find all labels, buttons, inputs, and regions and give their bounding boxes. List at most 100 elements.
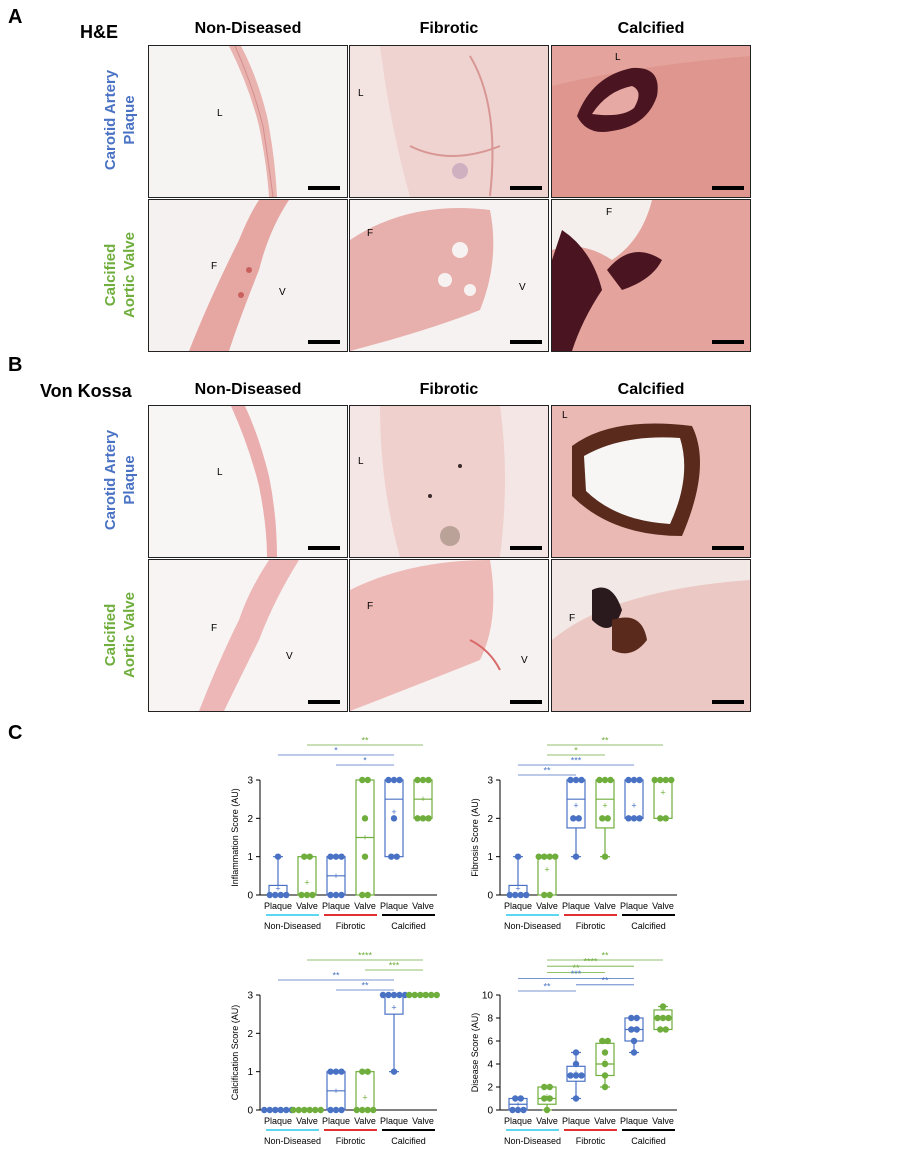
group-label: Fibrotic bbox=[336, 1136, 366, 1146]
mean-marker: + bbox=[420, 794, 425, 804]
x-tick-label: Valve bbox=[296, 901, 318, 911]
data-point bbox=[520, 1106, 527, 1114]
col-header-calcified: Calcified bbox=[617, 20, 685, 37]
data-point bbox=[317, 1106, 324, 1114]
data-point bbox=[283, 1106, 290, 1114]
x-tick-label: Valve bbox=[354, 901, 376, 911]
y-axis-label: Calcification Score (AU) bbox=[230, 1005, 240, 1101]
scale-bar bbox=[712, 546, 744, 550]
y-tick-label: 6 bbox=[487, 1037, 493, 1048]
data-point bbox=[419, 815, 427, 822]
significance-label: ** bbox=[543, 982, 551, 992]
col-header-fibrotic: Fibrotic bbox=[419, 381, 479, 398]
significance-label: ** bbox=[332, 971, 340, 981]
data-point bbox=[572, 853, 580, 860]
data-point bbox=[411, 991, 418, 999]
data-point bbox=[633, 1026, 640, 1033]
data-point bbox=[601, 853, 609, 860]
scale-bar bbox=[308, 546, 340, 550]
data-point bbox=[390, 776, 398, 784]
y-tick-label: 3 bbox=[247, 776, 253, 787]
data-point bbox=[332, 1106, 340, 1114]
y-tick-label: 2 bbox=[487, 814, 493, 825]
data-point bbox=[599, 1037, 606, 1045]
data-point bbox=[359, 1068, 366, 1075]
significance-label: ** bbox=[543, 766, 551, 776]
data-point bbox=[414, 776, 421, 784]
data-point bbox=[601, 1049, 609, 1056]
group-label: Non-Diseased bbox=[504, 921, 561, 931]
data-point bbox=[546, 891, 553, 899]
x-tick-label: Valve bbox=[652, 901, 674, 911]
data-point bbox=[303, 891, 311, 899]
data-point bbox=[364, 776, 371, 784]
data-point bbox=[601, 1060, 609, 1068]
significance-label: *** bbox=[389, 961, 400, 971]
data-point bbox=[535, 853, 542, 860]
scale-bar bbox=[308, 340, 340, 344]
marker-lumen: L bbox=[562, 410, 568, 421]
data-point bbox=[433, 991, 440, 999]
data-point bbox=[283, 891, 290, 899]
marker-lumen: L bbox=[217, 108, 223, 119]
significance-label: ** bbox=[361, 736, 369, 746]
data-point bbox=[546, 1083, 553, 1091]
mean-marker: + bbox=[362, 1092, 367, 1102]
data-point bbox=[552, 853, 559, 860]
data-point bbox=[390, 1068, 398, 1075]
col-header-calcified: Calcified bbox=[617, 381, 685, 398]
mean-marker: + bbox=[602, 801, 607, 811]
micrograph-vk-plaque-nondiseased bbox=[148, 405, 348, 558]
data-point bbox=[396, 991, 403, 999]
x-tick-label: Valve bbox=[412, 1116, 434, 1126]
data-point bbox=[417, 991, 424, 999]
data-point bbox=[406, 991, 413, 999]
y-tick-label: 1 bbox=[487, 852, 493, 863]
micrograph-he-valve-calcified bbox=[551, 199, 751, 352]
data-point bbox=[509, 1106, 516, 1114]
scale-bar bbox=[308, 186, 340, 190]
data-point bbox=[359, 891, 366, 899]
data-point bbox=[543, 1106, 551, 1114]
data-point bbox=[630, 776, 638, 784]
data-point bbox=[414, 815, 421, 822]
data-point bbox=[668, 776, 675, 784]
micrograph-vk-valve-calcified bbox=[551, 559, 751, 712]
row-label-plaque-b: Carotid Artery Plaque bbox=[102, 429, 138, 531]
x-tick-label: Valve bbox=[652, 1116, 674, 1126]
scale-bar bbox=[712, 340, 744, 344]
data-point bbox=[327, 1068, 334, 1075]
data-point bbox=[327, 853, 334, 860]
significance-label: ** bbox=[572, 963, 580, 973]
micrograph-he-valve-nondiseased bbox=[148, 199, 348, 352]
micrograph-vk-valve-fibrotic bbox=[349, 559, 549, 712]
mean-marker: + bbox=[362, 833, 367, 843]
data-point bbox=[662, 815, 669, 822]
data-point bbox=[514, 1106, 522, 1114]
data-point bbox=[332, 891, 340, 899]
data-point bbox=[332, 853, 340, 860]
data-point bbox=[651, 776, 658, 784]
y-tick-label: 0 bbox=[247, 1106, 253, 1117]
data-point bbox=[306, 853, 313, 860]
data-point bbox=[327, 891, 334, 899]
y-tick-label: 2 bbox=[247, 814, 253, 825]
data-point bbox=[312, 1106, 319, 1114]
data-point bbox=[572, 1049, 580, 1056]
x-tick-label: Plaque bbox=[322, 901, 350, 911]
significance-label: * bbox=[334, 746, 338, 756]
marker-ventricularis: V bbox=[519, 282, 526, 293]
mean-marker: + bbox=[304, 877, 309, 887]
row-label-plaque-a: Carotid Artery Plaque bbox=[102, 69, 138, 171]
data-point bbox=[665, 1014, 672, 1022]
data-point bbox=[425, 815, 432, 822]
marker-ventricularis: V bbox=[279, 287, 286, 298]
y-tick-label: 0 bbox=[487, 891, 493, 902]
mean-marker: + bbox=[333, 1086, 338, 1096]
data-point bbox=[327, 1106, 334, 1114]
x-tick-label: Plaque bbox=[264, 901, 292, 911]
data-point bbox=[596, 776, 603, 784]
